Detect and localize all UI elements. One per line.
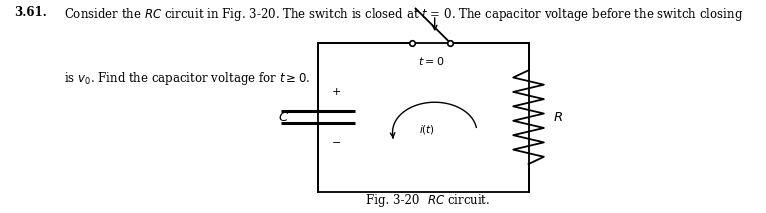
Text: $R$: $R$ (553, 111, 563, 124)
Text: 3.61.: 3.61. (14, 6, 47, 19)
Text: +: + (332, 87, 341, 96)
Text: −: − (332, 138, 341, 148)
Text: Consider the $RC$ circuit in Fig. 3-20. The switch is closed at $t$ = 0. The cap: Consider the $RC$ circuit in Fig. 3-20. … (64, 6, 743, 23)
Text: is $v_0$. Find the capacitor voltage for $t \geq 0$.: is $v_0$. Find the capacitor voltage for… (64, 70, 309, 87)
Text: $i(t)$: $i(t)$ (419, 123, 435, 137)
Text: Fig. 3-20: Fig. 3-20 (366, 194, 427, 207)
Text: $t=0$: $t=0$ (417, 55, 444, 67)
Text: $C$: $C$ (277, 111, 289, 124)
Text: $\it{RC}$ circuit.: $\it{RC}$ circuit. (427, 193, 490, 207)
